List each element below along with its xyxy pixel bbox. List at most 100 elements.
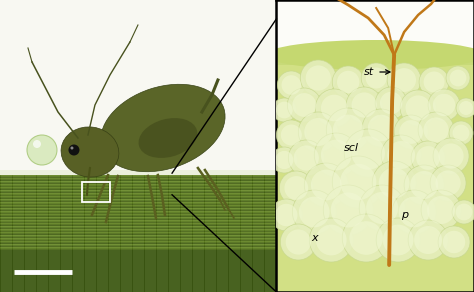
Circle shape	[33, 140, 41, 148]
Circle shape	[428, 89, 460, 121]
Circle shape	[287, 88, 321, 122]
Circle shape	[299, 197, 329, 227]
Circle shape	[298, 112, 338, 152]
Circle shape	[316, 225, 346, 256]
Ellipse shape	[61, 127, 119, 177]
Circle shape	[418, 112, 454, 148]
Circle shape	[314, 133, 358, 177]
Circle shape	[421, 190, 461, 230]
Circle shape	[304, 118, 332, 146]
Circle shape	[311, 170, 342, 200]
Circle shape	[450, 69, 466, 86]
Circle shape	[399, 197, 429, 227]
Circle shape	[321, 95, 347, 121]
Circle shape	[270, 199, 302, 231]
Circle shape	[288, 140, 324, 176]
Circle shape	[375, 87, 407, 119]
Circle shape	[383, 225, 413, 256]
Circle shape	[349, 221, 383, 255]
Circle shape	[279, 171, 313, 205]
Circle shape	[449, 121, 473, 145]
Circle shape	[306, 65, 331, 91]
Circle shape	[433, 138, 469, 174]
Circle shape	[453, 125, 469, 141]
Circle shape	[276, 120, 306, 150]
Circle shape	[301, 60, 336, 96]
Circle shape	[438, 143, 464, 168]
Ellipse shape	[265, 40, 474, 70]
Circle shape	[344, 129, 392, 177]
Circle shape	[340, 164, 376, 200]
Circle shape	[436, 171, 461, 196]
Circle shape	[27, 135, 57, 165]
Circle shape	[292, 93, 316, 117]
Circle shape	[456, 204, 473, 220]
Circle shape	[387, 63, 421, 97]
Circle shape	[294, 145, 319, 171]
Circle shape	[309, 218, 353, 262]
Circle shape	[443, 231, 465, 253]
Text: x: x	[311, 233, 318, 243]
Circle shape	[408, 220, 448, 260]
Circle shape	[406, 95, 431, 121]
Bar	[276, 55, 474, 292]
Circle shape	[446, 66, 470, 90]
Circle shape	[368, 115, 394, 141]
Circle shape	[399, 120, 423, 144]
Circle shape	[286, 230, 311, 255]
Ellipse shape	[138, 118, 197, 158]
Circle shape	[400, 90, 436, 126]
Circle shape	[423, 117, 449, 142]
Circle shape	[271, 147, 297, 173]
Circle shape	[365, 67, 387, 88]
Circle shape	[392, 68, 416, 92]
Circle shape	[281, 124, 302, 145]
Circle shape	[438, 226, 470, 258]
Circle shape	[376, 218, 420, 262]
Circle shape	[337, 71, 359, 93]
Circle shape	[276, 102, 293, 118]
Circle shape	[275, 151, 293, 169]
Circle shape	[273, 98, 296, 122]
Circle shape	[366, 192, 398, 224]
Text: scl: scl	[344, 143, 359, 153]
Circle shape	[351, 136, 385, 170]
Circle shape	[315, 89, 353, 127]
Circle shape	[352, 92, 377, 118]
Circle shape	[332, 156, 384, 208]
Circle shape	[323, 185, 373, 235]
Circle shape	[433, 94, 455, 116]
Circle shape	[68, 145, 80, 156]
Bar	[82, 182, 110, 202]
Circle shape	[419, 67, 449, 97]
Circle shape	[410, 171, 438, 199]
Circle shape	[380, 92, 402, 114]
Circle shape	[326, 108, 370, 152]
Circle shape	[359, 185, 405, 231]
Circle shape	[361, 63, 391, 93]
Circle shape	[424, 72, 445, 93]
Circle shape	[392, 190, 436, 234]
Circle shape	[416, 146, 440, 170]
Circle shape	[387, 141, 415, 169]
Text: p: p	[401, 210, 408, 220]
Circle shape	[304, 163, 348, 207]
Circle shape	[321, 140, 352, 171]
Circle shape	[292, 190, 336, 234]
Circle shape	[275, 204, 298, 226]
Circle shape	[394, 115, 428, 149]
Circle shape	[404, 165, 444, 205]
Circle shape	[346, 87, 382, 123]
Circle shape	[342, 214, 390, 262]
Circle shape	[372, 161, 416, 205]
Ellipse shape	[101, 84, 225, 172]
Circle shape	[427, 196, 455, 224]
Circle shape	[430, 165, 466, 201]
Circle shape	[282, 75, 301, 95]
Circle shape	[71, 147, 73, 150]
Circle shape	[379, 168, 410, 198]
Circle shape	[456, 98, 474, 118]
Circle shape	[362, 109, 400, 147]
Circle shape	[452, 200, 474, 224]
Circle shape	[414, 226, 442, 254]
